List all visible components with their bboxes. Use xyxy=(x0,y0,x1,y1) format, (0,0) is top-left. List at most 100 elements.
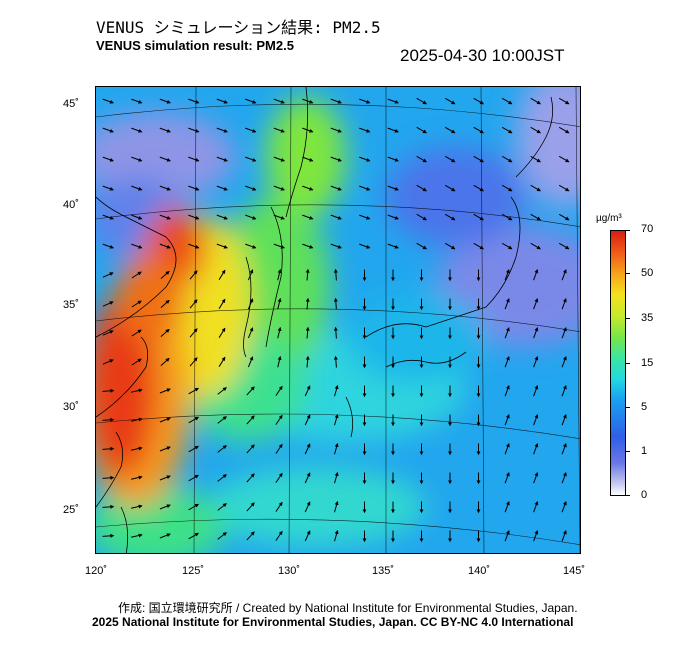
wind-arrow xyxy=(302,98,314,104)
wind-arrow xyxy=(444,242,456,250)
wind-arrow xyxy=(302,214,314,220)
wind-arrow xyxy=(501,242,513,250)
colorbar-tick-mark xyxy=(626,318,630,319)
wind-arrow xyxy=(275,385,283,396)
wind-arrow xyxy=(501,97,513,105)
wind-arrow xyxy=(246,444,255,454)
wind-arrow xyxy=(444,155,456,163)
wind-arrow xyxy=(217,532,227,540)
wind-arrow xyxy=(159,127,171,133)
wind-arrow xyxy=(305,268,310,281)
wind-arrow xyxy=(275,443,283,454)
wind-arrow xyxy=(218,356,226,367)
wind-arrow xyxy=(102,156,114,162)
wind-arrow xyxy=(218,269,226,280)
lat-tick-25: 25˚ xyxy=(63,504,79,516)
wind-arrow xyxy=(102,243,114,249)
wind-arrow xyxy=(216,214,228,220)
wind-arrow xyxy=(444,126,456,134)
wind-arrow xyxy=(273,214,285,220)
wind-arrow xyxy=(558,213,570,221)
wind-arrow xyxy=(359,156,371,162)
wind-arrow xyxy=(102,446,115,451)
wind-arrow xyxy=(302,127,314,133)
wind-arrow xyxy=(533,298,539,310)
wind-arrow xyxy=(561,501,567,513)
wind-arrow xyxy=(501,155,513,163)
wind-arrow xyxy=(359,127,371,133)
wind-arrow xyxy=(216,243,228,249)
wind-arrow xyxy=(246,502,255,512)
wind-arrow xyxy=(218,327,226,338)
wind-arrow xyxy=(533,530,539,542)
wind-arrow xyxy=(217,503,227,511)
wind-vectors xyxy=(102,97,570,543)
wind-arrow xyxy=(159,185,171,191)
wind-arrow xyxy=(216,98,228,104)
wind-arrow xyxy=(533,269,539,281)
wind-arrow xyxy=(277,355,282,368)
wind-arrow xyxy=(275,414,283,425)
wind-arrow xyxy=(387,156,399,162)
wind-arrow xyxy=(561,385,567,397)
wind-arrow xyxy=(334,500,339,513)
license-line: 2025 National Institute for Environmenta… xyxy=(92,615,574,629)
lat-tick-40: 40˚ xyxy=(63,199,79,211)
wind-arrow xyxy=(247,356,254,368)
wind-arrow xyxy=(504,356,510,368)
wind-arrow xyxy=(473,155,484,163)
title-english: VENUS simulation result: PM2.5 xyxy=(96,38,294,53)
wind-arrow xyxy=(387,243,399,249)
wind-arrow xyxy=(273,156,285,162)
lon-tick-125: 125˚ xyxy=(182,565,205,577)
wind-arrow xyxy=(558,242,570,250)
wind-arrow xyxy=(159,533,171,539)
wind-arrow xyxy=(131,243,143,249)
wind-arrow xyxy=(334,384,339,397)
wind-arrow xyxy=(558,155,570,163)
wind-arrow xyxy=(188,156,200,162)
wind-arrow xyxy=(130,446,143,451)
wind-arrow xyxy=(334,413,339,426)
colorbar-tick-mark xyxy=(626,363,630,364)
wind-arrow xyxy=(416,126,427,134)
wind-arrow xyxy=(102,359,114,365)
wind-arrow xyxy=(387,98,399,104)
wind-arrow xyxy=(330,185,342,191)
wind-arrow xyxy=(330,98,342,104)
wind-arrow xyxy=(302,185,314,191)
wind-arrow xyxy=(189,328,198,338)
wind-arrow xyxy=(530,184,541,192)
wind-arrow xyxy=(159,475,171,481)
wind-arrow xyxy=(277,297,282,310)
wind-arrow xyxy=(102,98,114,104)
colorbar xyxy=(610,230,626,496)
wind-arrow xyxy=(387,214,399,220)
wind-arrow xyxy=(359,243,371,249)
wind-arrow xyxy=(131,271,142,279)
wind-arrow xyxy=(131,98,143,104)
wind-arrow xyxy=(416,213,427,221)
wind-arrow xyxy=(159,417,171,423)
wind-arrow xyxy=(304,414,311,426)
wind-arrow xyxy=(444,213,456,221)
wind-arrow xyxy=(387,185,399,191)
wind-arrow xyxy=(530,97,541,105)
wind-arrow xyxy=(501,213,513,221)
wind-arrow xyxy=(305,355,310,368)
wind-arrow xyxy=(533,414,539,426)
wind-arrow xyxy=(102,533,115,538)
wind-arrow xyxy=(330,127,342,133)
wind-arrow xyxy=(416,97,427,105)
wind-arrow xyxy=(246,386,255,396)
wind-arrow xyxy=(359,98,371,104)
wind-arrow xyxy=(246,531,255,541)
colorbar-tick-mark xyxy=(626,495,630,496)
wind-arrow xyxy=(277,326,282,339)
wind-arrow xyxy=(160,299,170,308)
wind-arrow xyxy=(273,243,285,249)
wind-arrow xyxy=(217,445,227,453)
lat-tick-30: 30˚ xyxy=(63,401,79,413)
colorbar-label-50: 50 xyxy=(641,267,654,279)
wind-arrow xyxy=(533,385,539,397)
